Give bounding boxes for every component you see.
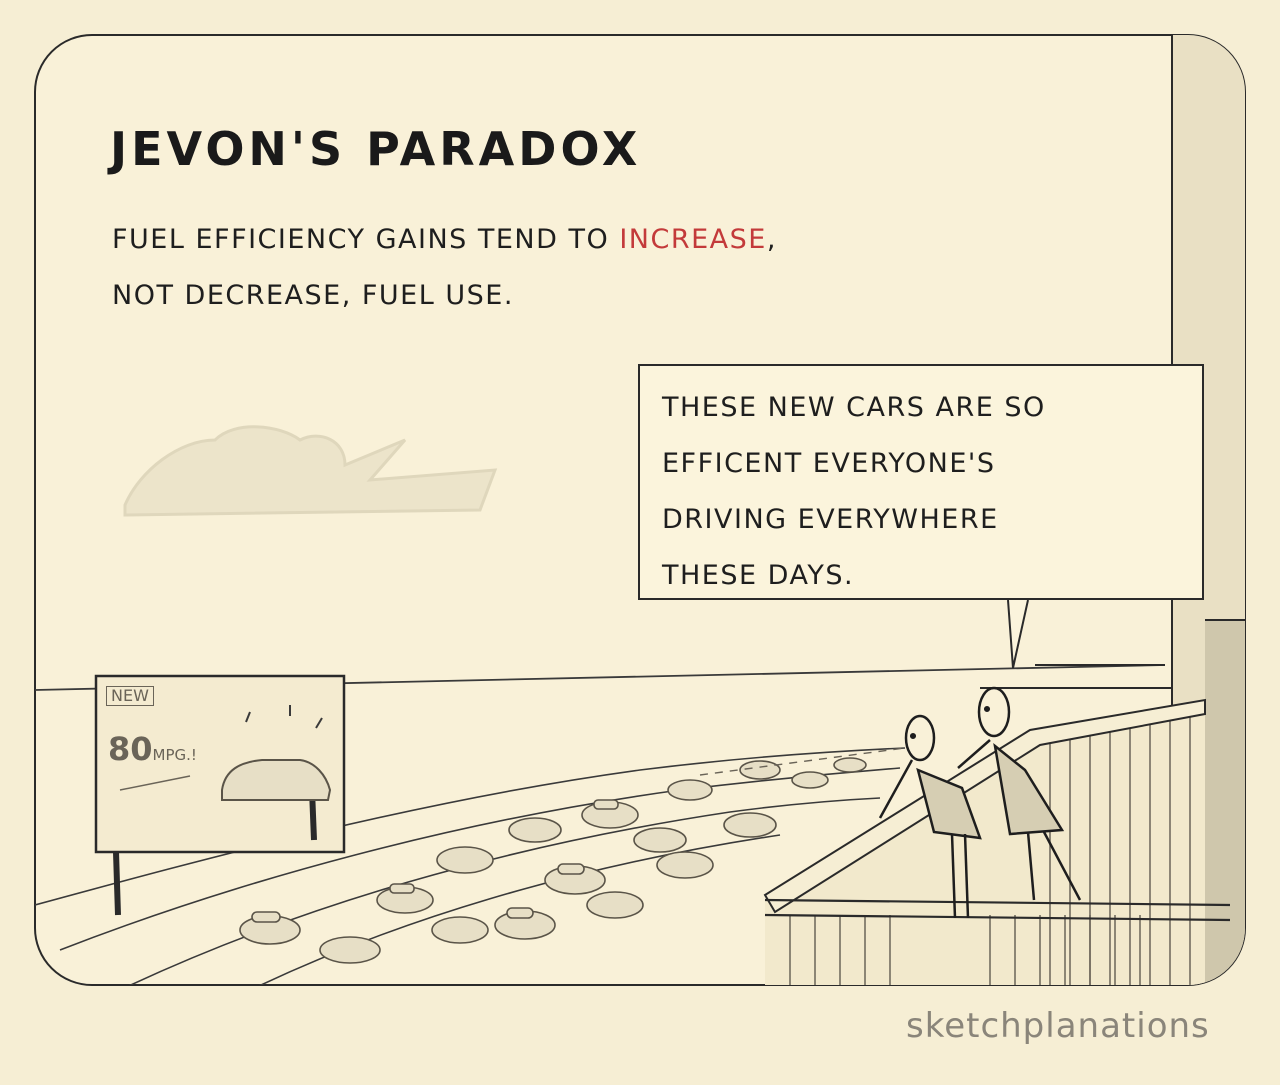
distant-traffic [699,747,906,776]
balcony [763,664,1231,985]
signature: sketchplanations [906,1006,1210,1046]
person-icon [878,714,982,919]
car-icon [494,907,556,940]
comic-title: JEVON'S PARADOX [110,122,642,176]
cloud-icon [123,425,498,517]
car-icon [544,863,606,895]
car-icon [739,760,781,780]
car-icon [633,827,687,853]
subtitle-emphasis: INCREASE [619,224,767,255]
speech-line: DRIVING EVERYWHERE [662,504,999,535]
car-icon [221,759,332,801]
billboard-mpg: 80MPG.! [108,730,197,768]
car-icon [508,817,562,843]
car-icon [667,779,713,801]
car-icon [431,916,489,944]
car-icon [319,936,381,964]
speech-bubble: THESE NEW CARS ARE SO EFFICENT EVERYONE'… [638,364,1204,600]
speech-line: THESE DAYS. [662,560,855,591]
speech-bubble-tail [1007,599,1029,669]
billboard-mpg-value: 80 [108,730,153,768]
billboard-mpg-unit: MPG.! [152,746,197,764]
speech-bubble-text: THESE NEW CARS ARE SO EFFICENT EVERYONE'… [662,380,1046,604]
subtitle-line-1-before: FUEL EFFICIENCY GAINS TEND TO [112,224,620,255]
car-icon [581,799,639,829]
speech-line: EFFICENT EVERYONE'S [662,448,996,479]
car-icon [376,883,434,914]
car-icon [436,846,494,874]
billboard-new-tag: NEW [106,686,154,706]
car-icon [833,757,867,773]
car-icon [656,851,714,879]
subtitle-line-1: FUEL EFFICIENCY GAINS TEND TO INCREASE, [112,212,777,268]
subtitle-line-1-after: , [766,224,777,255]
car-icon [586,891,644,919]
subtitle-line-2: NOT DECREASE, FUEL USE. [112,280,514,311]
car-icon [791,771,829,789]
comic-subtitle: FUEL EFFICIENCY GAINS TEND TO INCREASE, … [112,212,777,324]
person-icon [957,686,1082,901]
speech-line: THESE NEW CARS ARE SO [662,392,1046,423]
car-icon [723,812,777,838]
car-icon [239,911,301,945]
traffic [239,757,867,964]
